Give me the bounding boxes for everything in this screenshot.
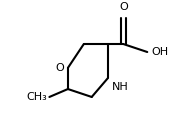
Text: NH: NH: [112, 82, 128, 92]
Text: OH: OH: [151, 47, 168, 57]
Text: CH₃: CH₃: [26, 92, 47, 102]
Text: O: O: [55, 63, 64, 73]
Text: O: O: [119, 2, 128, 12]
